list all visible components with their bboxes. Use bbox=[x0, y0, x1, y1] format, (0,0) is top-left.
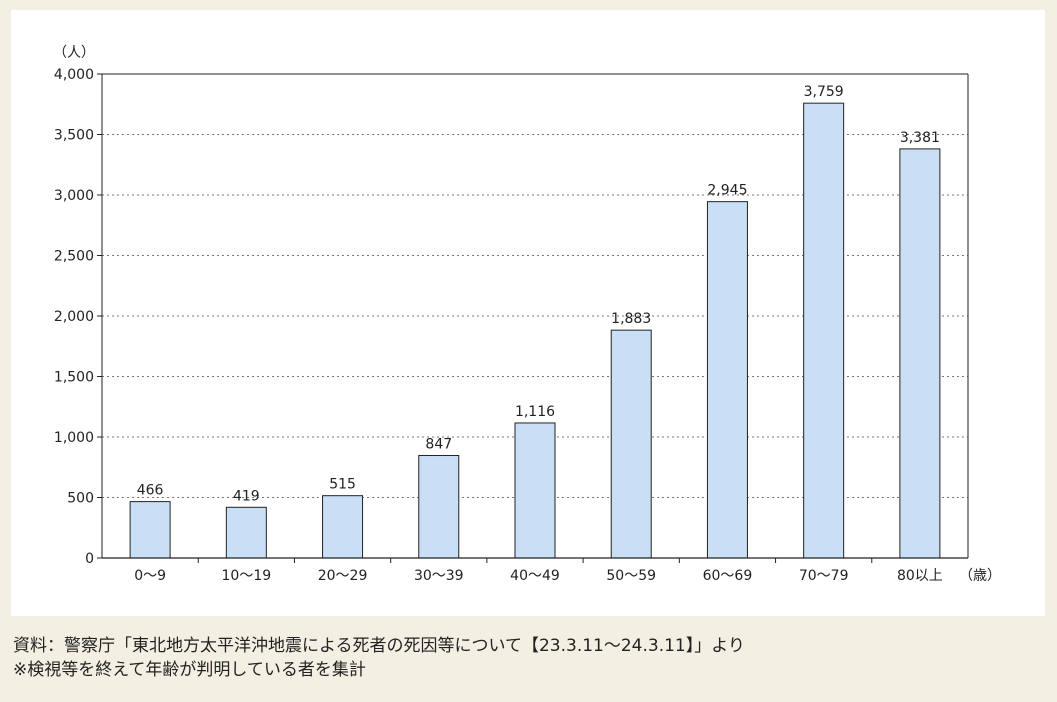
bar bbox=[322, 495, 364, 559]
bar-value-label: 847 bbox=[425, 437, 452, 453]
x-axis-unit: （歳） bbox=[959, 568, 1001, 584]
bar-value-label: 1,883 bbox=[611, 311, 651, 327]
y-tick-label: 2,000 bbox=[54, 309, 94, 325]
y-tick-label: 0 bbox=[85, 551, 94, 567]
bar bbox=[803, 102, 845, 559]
y-tick-label: 3,500 bbox=[54, 128, 94, 144]
x-tick-label: 40〜49 bbox=[510, 568, 560, 584]
source-line: 資料：警察庁「東北地方太平洋沖地震による死者の死因等について【23.3.11〜2… bbox=[13, 636, 745, 656]
x-tick-label: 50〜59 bbox=[606, 568, 656, 584]
bar-value-label: 2,945 bbox=[707, 183, 747, 199]
y-tick-label: 2,500 bbox=[54, 249, 94, 265]
axes: 0 500 1,000 1,500 2,000 2,500 3,000 3,500 4,000 0… bbox=[54, 67, 969, 584]
bar-value-label: 515 bbox=[329, 477, 356, 493]
chart-panel: 466 419 515 847 1,116 1,883 2,945 3,759 3,381 0 5… bbox=[11, 10, 1045, 616]
bar-value-label: 419 bbox=[233, 488, 260, 504]
y-tick-label: 3,000 bbox=[54, 188, 94, 204]
x-tick-label: 10〜19 bbox=[222, 568, 272, 584]
bar-value-label: 3,381 bbox=[900, 130, 940, 146]
source-note: 資料：警察庁「東北地方太平洋沖地震による死者の死因等について【23.3.11〜2… bbox=[13, 634, 745, 682]
bars: 466 419 515 847 1,116 1,883 2,945 3,759 3,381 bbox=[129, 84, 941, 559]
bar bbox=[225, 506, 267, 559]
bar bbox=[706, 201, 748, 559]
x-tick-label: 20〜29 bbox=[318, 568, 368, 584]
x-tick-label: 60〜69 bbox=[703, 568, 753, 584]
y-tick-label: 1,000 bbox=[54, 430, 94, 446]
bar bbox=[514, 422, 556, 559]
bar-value-label: 3,759 bbox=[804, 84, 844, 100]
footnote-line: ※検視等を終えて年齢が判明している者を集計 bbox=[13, 660, 366, 680]
x-tick-label: 80以上 bbox=[897, 568, 943, 584]
x-tick-label: 0〜9 bbox=[134, 568, 166, 584]
bar bbox=[899, 148, 941, 559]
x-tick-label: 70〜79 bbox=[799, 568, 849, 584]
bar bbox=[129, 501, 171, 559]
x-tick-label: 30〜39 bbox=[414, 568, 464, 584]
y-tick-label: 500 bbox=[67, 491, 94, 507]
bar-value-label: 1,116 bbox=[515, 404, 555, 420]
y-tick-label: 4,000 bbox=[54, 67, 94, 83]
bar-chart: 466 419 515 847 1,116 1,883 2,945 3,759 3,381 0 5… bbox=[53, 45, 1001, 584]
bar bbox=[418, 455, 460, 559]
bar-value-label: 466 bbox=[137, 483, 164, 499]
y-tick-label: 1,500 bbox=[54, 370, 94, 386]
y-axis-unit: （人） bbox=[53, 45, 95, 61]
bar bbox=[610, 329, 652, 559]
